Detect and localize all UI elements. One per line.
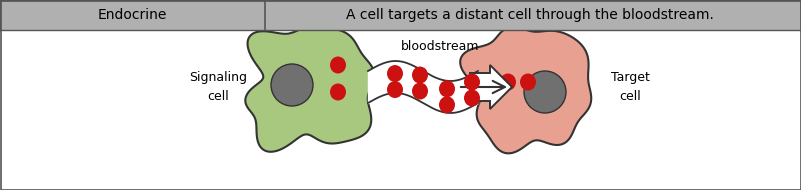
Polygon shape: [245, 27, 374, 152]
Text: Endocrine: Endocrine: [97, 8, 167, 22]
Text: Signaling
cell: Signaling cell: [189, 71, 247, 102]
Polygon shape: [461, 27, 591, 153]
Ellipse shape: [330, 56, 346, 74]
Polygon shape: [470, 65, 512, 109]
Ellipse shape: [439, 96, 455, 113]
Text: bloodstream: bloodstream: [400, 40, 479, 54]
Bar: [0, 0, 801, 30]
Text: Target
cell: Target cell: [610, 71, 650, 102]
Ellipse shape: [387, 81, 403, 98]
Ellipse shape: [412, 66, 428, 84]
Ellipse shape: [439, 80, 455, 97]
Ellipse shape: [271, 64, 313, 106]
Ellipse shape: [500, 74, 516, 90]
Ellipse shape: [464, 74, 480, 90]
Ellipse shape: [412, 82, 428, 100]
Ellipse shape: [524, 71, 566, 113]
Ellipse shape: [387, 65, 403, 82]
Text: A cell targets a distant cell through the bloodstream.: A cell targets a distant cell through th…: [346, 8, 714, 22]
Ellipse shape: [520, 74, 536, 90]
Ellipse shape: [330, 83, 346, 101]
Ellipse shape: [464, 89, 480, 107]
